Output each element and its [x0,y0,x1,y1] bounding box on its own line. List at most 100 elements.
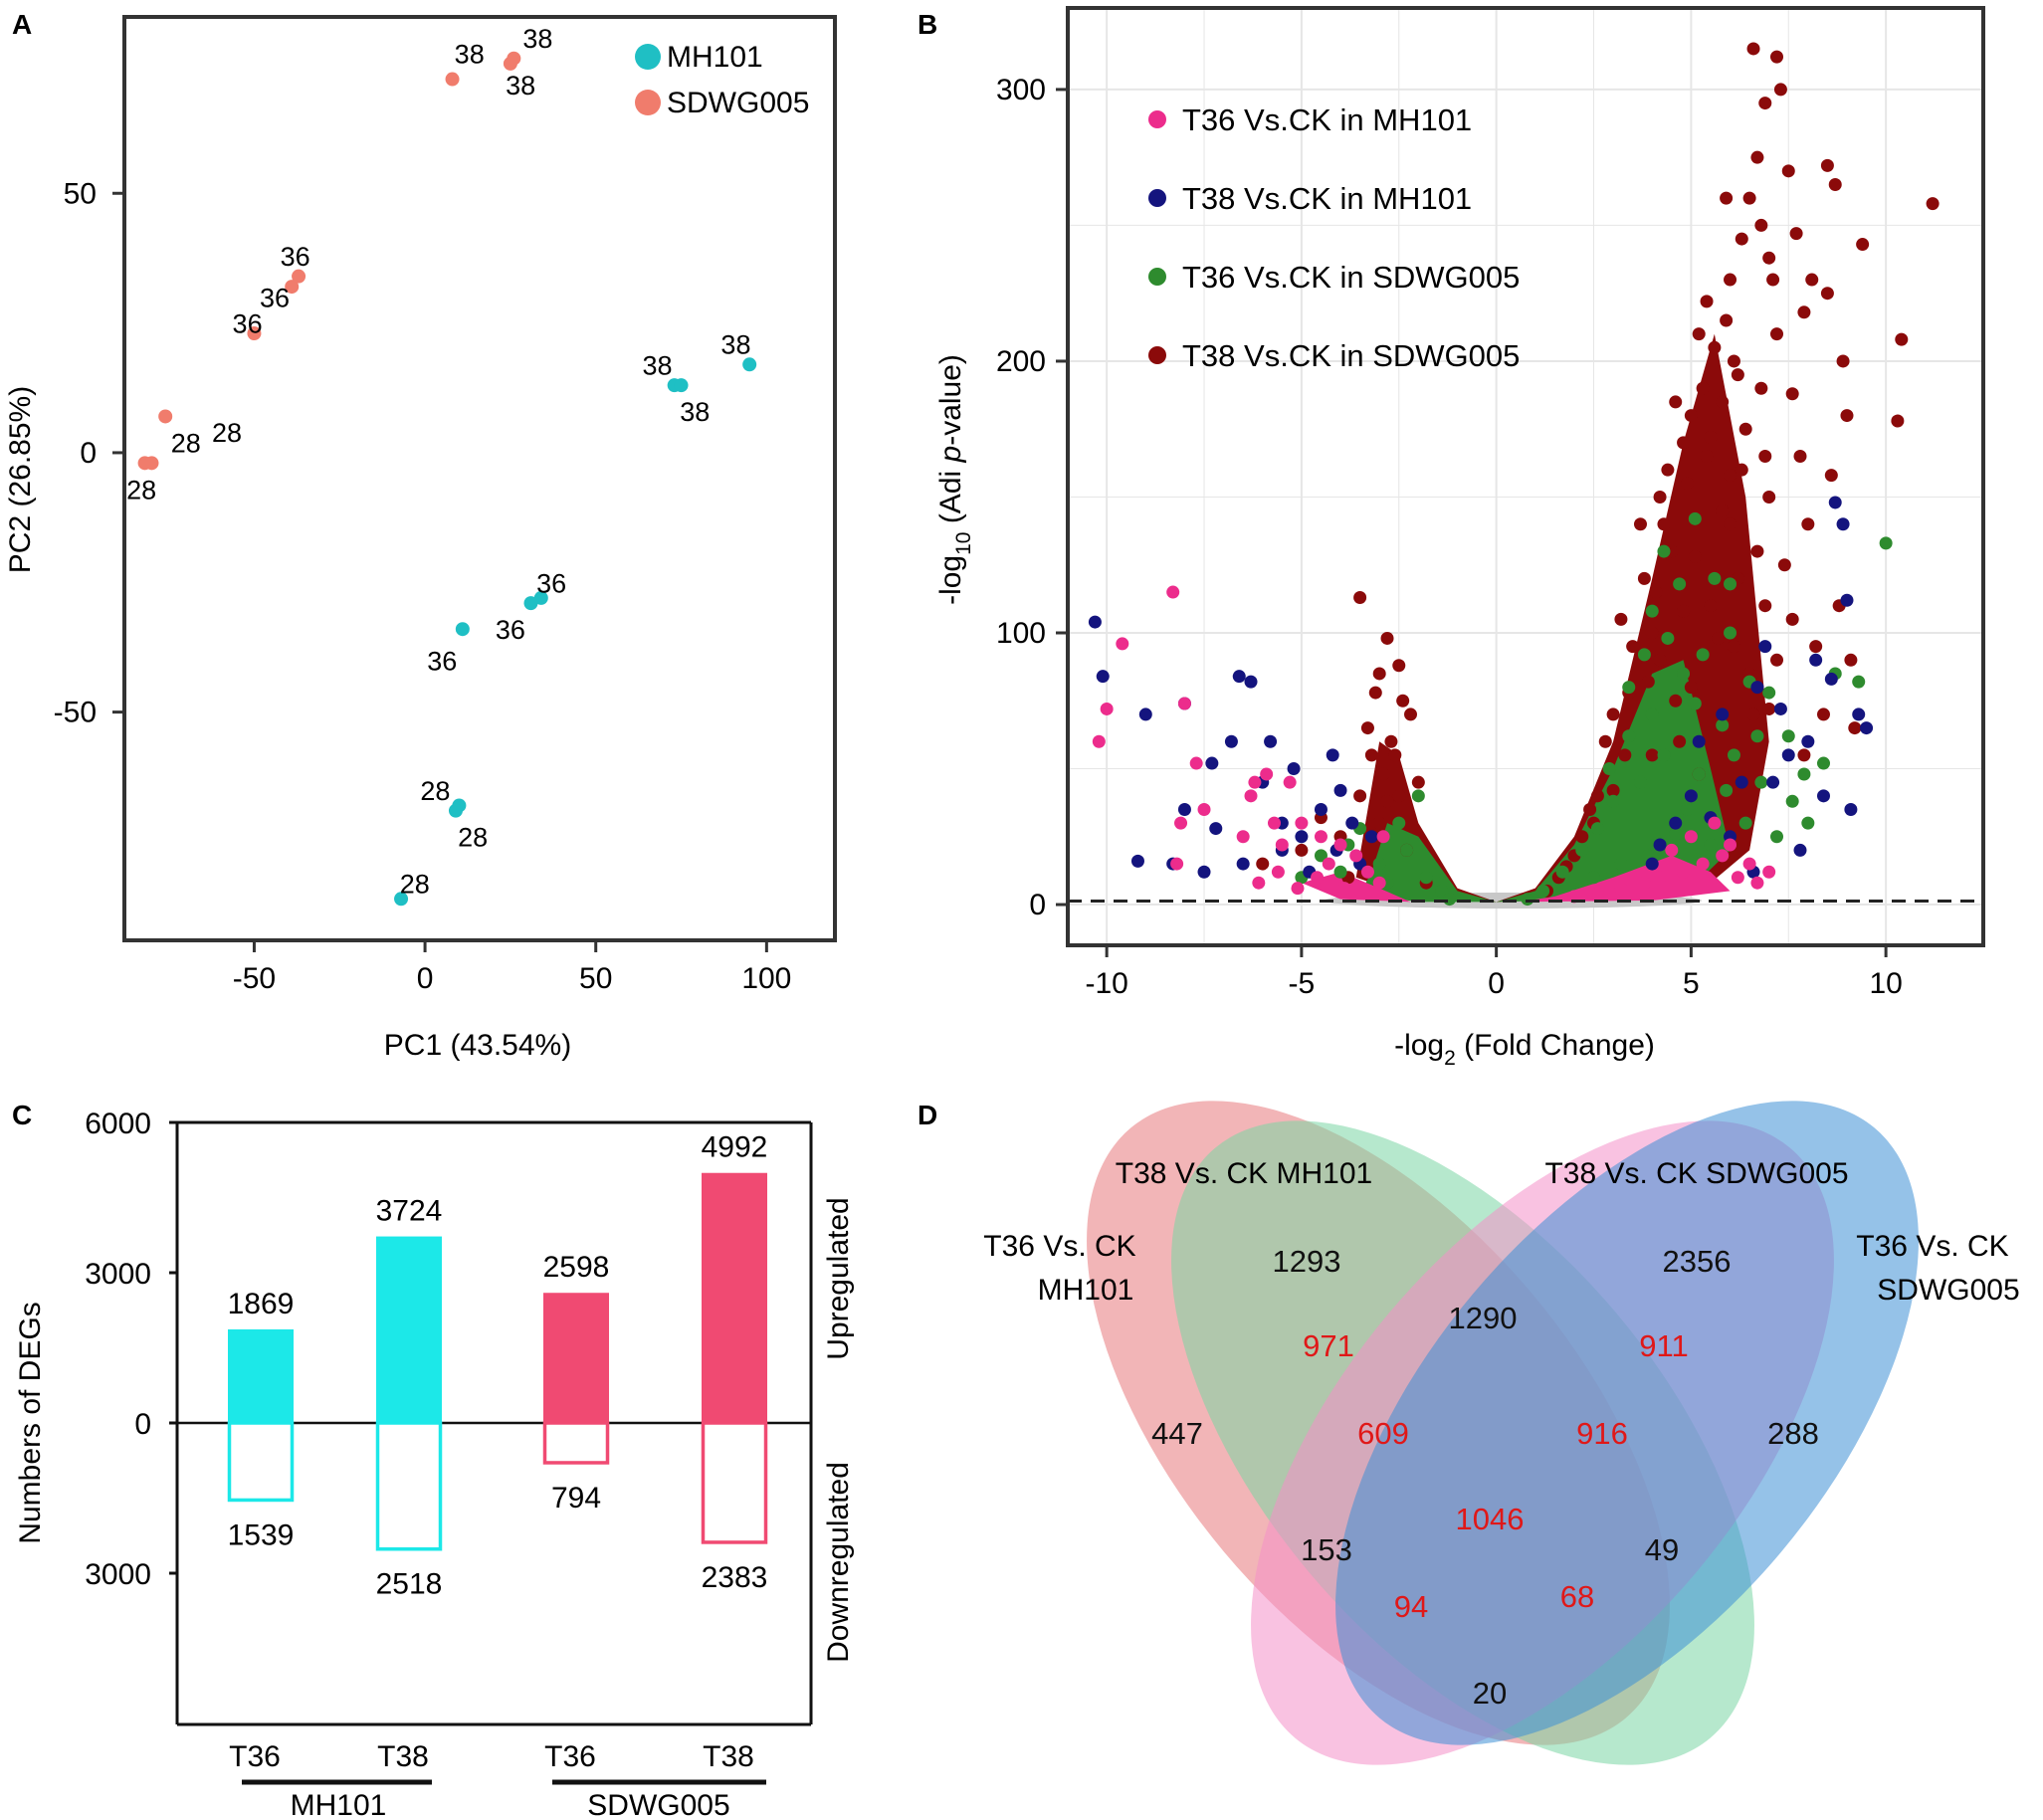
volcano-point-t38-vs-ck-in-sdwg005 [1754,218,1768,232]
pca-point-mh101 [394,892,409,907]
volcano-point-t38-vs-ck-in-sdwg005 [1669,395,1683,409]
volcano-point-t36-vs-ck-in-mh101 [1614,882,1628,896]
venn-title-t36-mh101-line1: T36 Vs. CK [983,1230,1135,1263]
volcano-point-t36-vs-ck-in-sdwg005 [1392,816,1406,830]
volcano-point-t36-vs-ck-in-sdwg005 [1602,762,1616,776]
volcano-point-t36-vs-ck-in-sdwg005 [1754,775,1768,789]
volcano-point-t38-vs-ck-in-sdwg005 [1716,504,1730,517]
panel-c-upregulated-label: Upregulated [822,1197,855,1359]
volcano-point-t38-vs-ck-in-sdwg005 [1360,721,1374,735]
venn-region-count: 447 [1151,1416,1203,1451]
legend-label: T38 Vs.CK in MH101 [1182,181,1472,216]
volcano-point-t36-vs-ck-in-mh101 [1271,865,1285,879]
volcano-point-t38-vs-ck-in-sdwg005 [1583,802,1597,816]
volcano-point-t36-vs-ck-in-sdwg005 [1314,849,1328,863]
y-tick-label: 6000 [85,1108,151,1140]
volcano-point-t36-vs-ck-in-mh101 [1283,775,1297,789]
volcano-point-t38-vs-ck-in-sdwg005 [1727,640,1740,654]
pca-point-sdwg005 [144,456,159,471]
venn-set-titles: T36 Vs. CK MH101 T38 Vs. CK MH101 T38 Vs… [983,1157,2019,1307]
venn-region-count: 609 [1357,1416,1409,1451]
venn-region-count: 1290 [1449,1301,1518,1335]
legend-marker [1148,346,1166,364]
panel-b-points [1088,42,1940,907]
pca-point-sdwg005 [503,56,517,71]
volcano-point-t38-vs-ck-in-sdwg005 [1411,775,1425,789]
volcano-point-t36-vs-ck-in-sdwg005 [1801,816,1815,830]
volcano-point-t36-vs-ck-in-mh101 [1724,838,1737,852]
volcano-point-t36-vs-ck-in-sdwg005 [1692,767,1706,781]
x-tick-label: T36 [229,1740,281,1773]
venn-region-count: 916 [1576,1416,1628,1451]
volcano-point-t38-vs-ck-in-mh101 [1781,748,1795,762]
volcano-point-t36-vs-ck-in-mh101 [1170,857,1184,871]
volcano-point-t36-vs-ck-in-sdwg005 [1661,631,1675,645]
volcano-point-t38-vs-ck-in-sdwg005 [1626,640,1640,654]
venn-region-count: 153 [1301,1532,1352,1567]
volcano-point-t36-vs-ck-in-sdwg005 [1738,816,1752,830]
volcano-point-t38-vs-ck-in-sdwg005 [1575,830,1589,844]
panel-b-legend: T36 Vs.CK in MH101 T38 Vs.CK in MH101 T36 … [1148,102,1520,373]
panel-b-frame [1066,6,1985,947]
volcano-point-t38-vs-ck-in-mh101 [1773,702,1787,715]
volcano-point-t38-vs-ck-in-sdwg005 [1781,164,1795,178]
volcano-point-t38-vs-ck-in-sdwg005 [1746,42,1760,56]
volcano-point-t38-vs-ck-in-sdwg005 [1376,767,1390,781]
volcano-point-t38-vs-ck-in-sdwg005 [1684,681,1698,695]
panel-c-deg-bar-chart: C 6000 3000 0 3000 1869 1539 T36 3724 2518 T38 25… [12,1100,855,1820]
volcano-point-t36-vs-ck-in-mh101 [1267,816,1281,830]
legend-marker [1148,189,1166,207]
volcano-point-t38-vs-ck-in-sdwg005 [1653,653,1667,667]
volcano-point-t36-vs-ck-in-mh101 [1337,882,1351,896]
volcano-point-t36-vs-ck-in-mh101 [1295,816,1309,830]
panel-a-frame [122,15,837,942]
legend-mh101-marker [635,44,661,70]
volcano-point-t38-vs-ck-in-sdwg005 [1677,436,1691,450]
volcano-point-t36-vs-ck-in-sdwg005 [1587,871,1601,885]
venn-region-count: 911 [1639,1328,1688,1363]
pca-point-sdwg005 [247,326,262,341]
volcano-point-t36-vs-ck-in-mh101 [1750,876,1764,890]
volcano-point-t36-vs-ck-in-sdwg005 [1606,794,1620,808]
bar-down-value-label: 2518 [376,1568,443,1601]
volcano-point-t38-vs-ck-in-sdwg005 [1720,313,1734,327]
volcano-point-t38-vs-ck-in-mh101 [1209,822,1223,836]
volcano-point-t38-vs-ck-in-mh101 [1197,865,1211,879]
volcano-point-t38-vs-ck-in-sdwg005 [1704,430,1718,444]
volcano-point-t38-vs-ck-in-sdwg005 [1820,287,1834,301]
volcano-point-t38-vs-ck-in-sdwg005 [1720,191,1734,205]
volcano-point-t38-vs-ck-in-mh101 [1653,838,1667,852]
volcano-point-t36-vs-ck-in-mh101 [1731,871,1744,885]
volcano-point-t36-vs-ck-in-mh101 [1092,734,1106,748]
volcano-point-t38-vs-ck-in-sdwg005 [1688,550,1702,564]
panel-c-group-labels: MH101 SDWG005 [242,1779,766,1820]
dense-region-t36-mh101-down [1301,872,1411,903]
volcano-point-t36-vs-ck-in-mh101 [1197,802,1211,816]
volcano-point-t36-vs-ck-in-mh101 [1677,865,1691,879]
venn-title-t36-sdwg005-line1: T36 Vs. CK [1856,1230,2008,1263]
volcano-point-t38-vs-ck-in-sdwg005 [1353,591,1367,605]
volcano-point-t38-vs-ck-in-sdwg005 [1368,686,1382,700]
x-tick-label: -50 [233,962,276,995]
volcano-point-t36-vs-ck-in-mh101 [1260,767,1274,781]
panel-c-letter: C [12,1100,32,1130]
volcano-point-t36-vs-ck-in-mh101 [1189,756,1203,770]
volcano-point-t36-vs-ck-in-mh101 [1314,830,1328,844]
volcano-point-t36-vs-ck-in-sdwg005 [1657,748,1671,762]
volcano-point-t38-vs-ck-in-mh101 [1692,734,1706,748]
volcano-point-t36-vs-ck-in-sdwg005 [1727,748,1740,762]
pca-point-label: 36 [260,284,290,313]
legend-label: T36 Vs.CK in MH101 [1182,102,1472,137]
volcano-point-t36-vs-ck-in-sdwg005 [1657,544,1671,558]
x-tick-label: 0 [1488,967,1505,1000]
bar-down-value-label: 2383 [702,1561,768,1594]
volcano-point-t38-vs-ck-in-sdwg005 [1645,626,1659,640]
volcano-point-t38-vs-ck-in-mh101 [1750,681,1764,695]
volcano-point-t38-vs-ck-in-sdwg005 [1645,748,1659,762]
volcano-point-t36-vs-ck-in-mh101 [1275,838,1289,852]
venn-region-count: 288 [1767,1416,1819,1451]
y-tick-label: 100 [996,617,1046,650]
volcano-point-t36-vs-ck-in-sdwg005 [1419,871,1433,885]
volcano-point-t36-vs-ck-in-sdwg005 [1590,822,1604,836]
